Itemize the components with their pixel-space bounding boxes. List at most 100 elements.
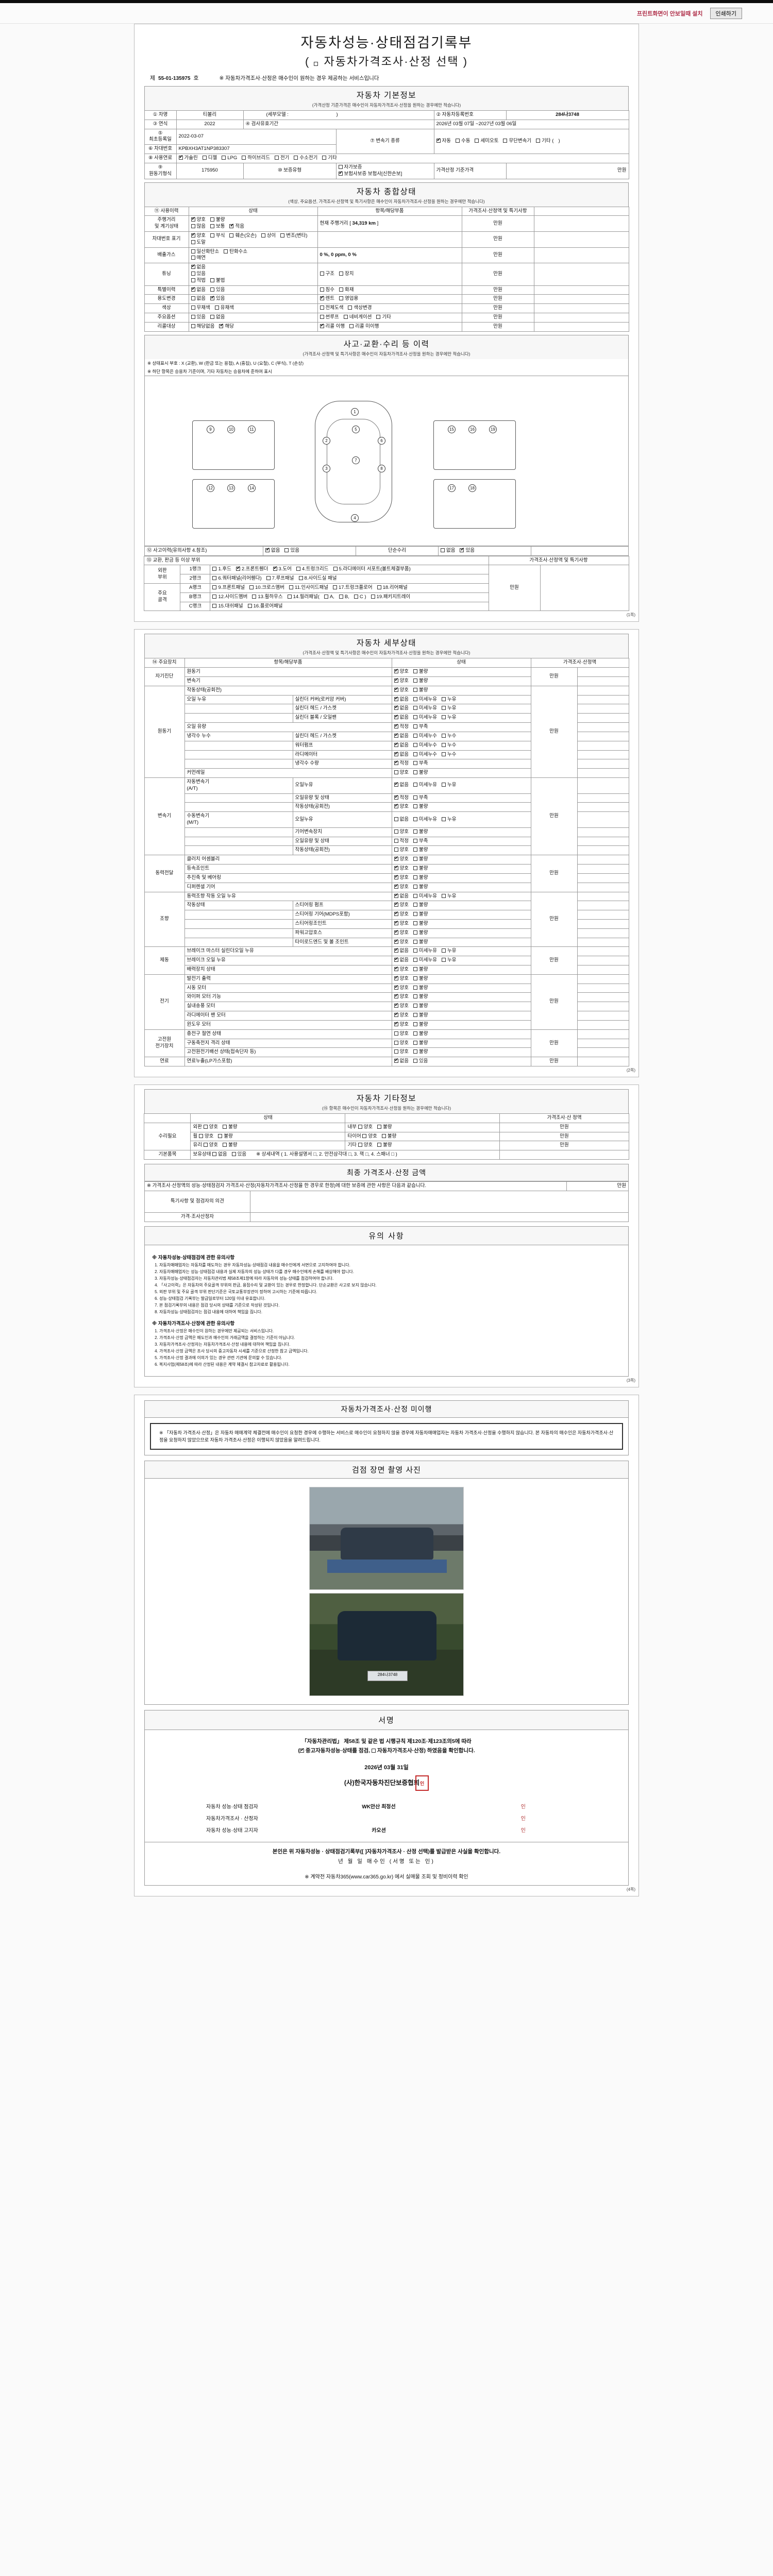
checkbox[interactable] — [413, 848, 417, 852]
checkbox[interactable] — [413, 829, 417, 834]
checkbox[interactable] — [320, 306, 324, 310]
base-state-option[interactable]: 있음 — [231, 1151, 246, 1158]
checkbox[interactable] — [413, 1022, 417, 1026]
detail-state-option[interactable]: 없음 — [394, 704, 409, 712]
checkbox[interactable] — [394, 1057, 398, 1063]
checkbox[interactable] — [394, 817, 398, 821]
state-option[interactable]: 많음 — [191, 224, 206, 230]
checkbox[interactable] — [413, 1059, 417, 1063]
checkbox[interactable] — [441, 783, 446, 787]
item-option[interactable]: 색상변경 — [348, 305, 372, 312]
detail-state-option[interactable]: 부족 — [413, 795, 428, 802]
detail-state-option[interactable]: 양호 — [394, 803, 409, 810]
checkbox[interactable] — [332, 585, 337, 589]
checkbox[interactable] — [394, 741, 398, 747]
checkbox[interactable] — [339, 287, 343, 292]
checkbox[interactable] — [249, 585, 254, 589]
checkbox[interactable] — [413, 1004, 417, 1008]
checkbox[interactable] — [212, 576, 217, 581]
checkbox[interactable] — [339, 594, 343, 599]
detail-state-option[interactable]: 없음 — [394, 817, 409, 823]
print-button[interactable]: 인쇄하기 — [710, 7, 742, 19]
detail-state-option[interactable]: 불량 — [413, 875, 428, 882]
checkbox[interactable] — [191, 306, 195, 310]
detail-state-option[interactable]: 양호 — [394, 874, 409, 882]
checkbox[interactable] — [436, 137, 441, 143]
detail-state-option[interactable]: 불량 — [413, 994, 428, 1001]
detail-state-option[interactable]: 양호 — [394, 883, 409, 891]
checkbox[interactable] — [394, 686, 398, 692]
checkbox[interactable] — [441, 733, 446, 738]
checkbox[interactable] — [413, 948, 417, 953]
item-option[interactable]: 구조 — [320, 271, 334, 278]
checkbox[interactable] — [210, 287, 214, 292]
detail-state-option[interactable]: 불량 — [413, 976, 428, 982]
detail-state-option[interactable]: 누수 — [441, 752, 456, 758]
checkbox[interactable] — [413, 875, 417, 879]
checkbox[interactable] — [191, 263, 195, 269]
detail-state-option[interactable]: 불량 — [413, 687, 428, 694]
checkbox[interactable] — [503, 138, 508, 143]
checkbox[interactable] — [224, 249, 228, 253]
checkbox[interactable] — [413, 706, 417, 710]
detail-state-option[interactable]: 없음 — [394, 1057, 409, 1065]
checkbox[interactable] — [394, 704, 398, 710]
detail-state-option[interactable]: 양호 — [394, 975, 409, 982]
checkbox[interactable] — [413, 817, 417, 821]
checkbox[interactable] — [441, 948, 446, 953]
checkbox[interactable] — [358, 1124, 362, 1129]
detail-state-option[interactable]: 부족 — [413, 838, 428, 845]
detail-state-option[interactable]: 불량 — [413, 911, 428, 918]
checkbox[interactable] — [441, 548, 445, 552]
price-survey-checkbox[interactable] — [314, 62, 318, 66]
detail-state-option[interactable]: 양호 — [394, 1040, 409, 1047]
detail-state-option[interactable]: 없음 — [394, 751, 409, 758]
etc-state-option[interactable]: 불량 — [223, 1124, 238, 1131]
checkbox[interactable] — [413, 958, 417, 962]
checkbox[interactable] — [441, 958, 446, 962]
checkbox[interactable] — [229, 233, 234, 238]
detail-state-option[interactable]: 양호 — [394, 901, 409, 909]
state-option[interactable]: 불량 — [210, 217, 225, 224]
checkbox[interactable] — [413, 985, 417, 990]
etc-state-option[interactable]: 불량 — [381, 1133, 396, 1140]
checkbox[interactable] — [413, 697, 417, 701]
part-option[interactable]: 5.라디에이터 서포트(볼트체결부품) — [333, 566, 411, 573]
detail-state-option[interactable]: 적정 — [394, 838, 409, 845]
fuel-option[interactable]: 수소전기 — [294, 155, 317, 162]
checkbox[interactable] — [191, 216, 195, 222]
checkbox[interactable] — [413, 795, 417, 800]
checkbox[interactable] — [394, 883, 398, 889]
state-option[interactable]: 있음 — [210, 287, 225, 294]
item-option[interactable]: 리콜 이행 — [320, 323, 345, 330]
state-option[interactable]: 양호 — [191, 232, 206, 240]
state-option[interactable]: 해당 — [219, 323, 234, 330]
detail-state-option[interactable]: 미세누유 — [413, 948, 437, 955]
checkbox[interactable] — [394, 1011, 398, 1018]
checkbox[interactable] — [377, 585, 381, 589]
checkbox[interactable] — [223, 1143, 227, 1147]
detail-state-option[interactable]: 없음 — [394, 741, 409, 749]
checkbox[interactable] — [413, 669, 417, 674]
checkbox[interactable] — [298, 576, 303, 581]
checkbox[interactable] — [413, 1049, 417, 1054]
checkbox[interactable] — [413, 804, 417, 809]
detail-state-option[interactable]: 미세누수 — [413, 742, 437, 749]
checkbox[interactable] — [191, 278, 195, 282]
checkbox[interactable] — [284, 548, 289, 552]
checkbox[interactable] — [210, 233, 214, 238]
detail-state-option[interactable]: 불량 — [413, 1003, 428, 1010]
detail-state-option[interactable]: 불량 — [413, 829, 428, 836]
checkbox[interactable] — [394, 781, 398, 787]
transmission-option[interactable]: 수동 — [455, 138, 470, 145]
checkbox[interactable] — [212, 603, 217, 608]
checkbox[interactable] — [413, 1040, 417, 1045]
detail-state-option[interactable]: 미세누유 — [413, 782, 437, 789]
detail-state-option[interactable]: 불량 — [413, 669, 428, 675]
transmission-option[interactable]: 기타 ( — [536, 138, 553, 145]
etc-state-option[interactable]: 양호 — [358, 1124, 373, 1131]
part-option[interactable]: A, — [324, 594, 334, 601]
detail-state-option[interactable]: 누유 — [441, 715, 456, 721]
checkbox[interactable] — [413, 857, 417, 861]
checkbox[interactable] — [413, 893, 417, 898]
